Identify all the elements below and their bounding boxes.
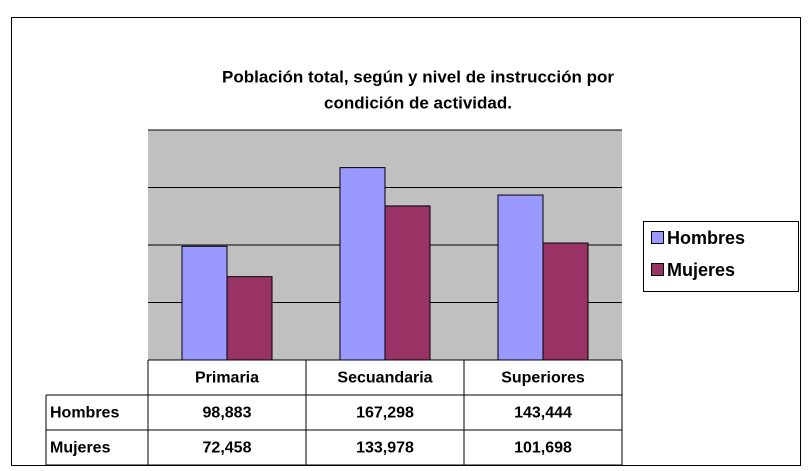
legend-swatch — [651, 231, 664, 244]
bar — [497, 194, 544, 361]
chart-title: condición de actividad. — [324, 93, 512, 112]
data-label: 98,883 — [203, 405, 252, 422]
data-label: 143,444 — [514, 405, 572, 422]
table-row-label: Mujeres — [50, 440, 111, 457]
bar — [226, 276, 273, 361]
data-label: 101,698 — [514, 440, 572, 457]
x-tick-label: Primaria — [195, 370, 259, 387]
bar — [339, 167, 386, 361]
data-label: 167,298 — [356, 405, 414, 422]
chart-title: Población total, según y nivel de instru… — [222, 67, 614, 86]
bar — [542, 242, 589, 361]
table-row-label: Hombres — [50, 405, 119, 422]
x-tick-label: Superiores — [501, 370, 585, 387]
bar — [384, 205, 431, 361]
legend-swatch — [651, 263, 664, 276]
legend-label: Mujeres — [667, 260, 735, 280]
legend — [643, 221, 799, 292]
legend-label: Hombres — [667, 228, 745, 248]
bar — [181, 245, 228, 361]
data-label: 133,978 — [356, 440, 414, 457]
x-tick-label: Secuandaria — [337, 370, 432, 387]
data-label: 72,458 — [203, 440, 252, 457]
